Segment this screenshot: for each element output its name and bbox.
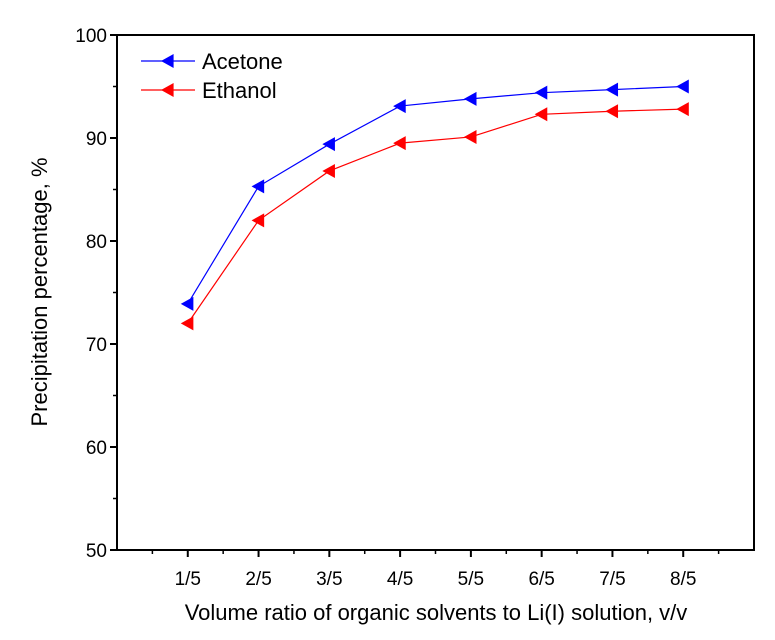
y-tick-label: 90 <box>86 129 107 150</box>
data-point <box>676 102 689 117</box>
data-point <box>676 79 689 94</box>
series-line <box>187 85 684 305</box>
plot-frame <box>116 34 755 551</box>
y-tick-label: 80 <box>86 232 107 253</box>
data-point <box>534 107 548 122</box>
data-point <box>393 136 406 151</box>
data-point <box>322 137 335 152</box>
data-point <box>605 82 619 97</box>
x-tick-label: 4/5 <box>387 569 413 590</box>
x-axis-title: Volume ratio of organic solvents to Li(I… <box>185 600 688 625</box>
x-tick-label: 1/5 <box>175 569 201 590</box>
x-tick-label: 2/5 <box>245 569 271 590</box>
x-tick-label: 3/5 <box>316 569 342 590</box>
data-point <box>180 296 194 311</box>
legend-label: Ethanol <box>202 78 277 103</box>
y-tick-label: 70 <box>86 335 107 356</box>
data-point <box>393 99 406 114</box>
data-point <box>251 213 265 228</box>
data-point <box>463 91 477 106</box>
data-point <box>322 163 335 178</box>
y-tick-label: 100 <box>75 26 107 47</box>
legend-marker <box>161 83 174 97</box>
x-tick-label: 8/5 <box>670 569 696 590</box>
data-point <box>463 129 477 144</box>
x-tick-label: 6/5 <box>528 569 554 590</box>
data-point <box>605 104 619 119</box>
data-point <box>251 179 265 194</box>
y-axis-title: Precipitation percentage, % <box>27 157 52 426</box>
series-acetone <box>180 79 689 311</box>
data-point <box>534 85 548 100</box>
y-tick-label: 50 <box>86 541 107 562</box>
data-point <box>180 316 194 331</box>
legend-item-acetone: Acetone <box>141 49 283 74</box>
x-tick-label: 5/5 <box>458 569 484 590</box>
y-tick-label: 60 <box>86 438 107 459</box>
x-tick-label: 7/5 <box>599 569 625 590</box>
series-line <box>187 108 684 324</box>
series-ethanol <box>180 102 689 331</box>
legend-label: Acetone <box>202 49 283 74</box>
legend-marker <box>161 54 174 68</box>
legend-item-ethanol: Ethanol <box>141 78 277 103</box>
